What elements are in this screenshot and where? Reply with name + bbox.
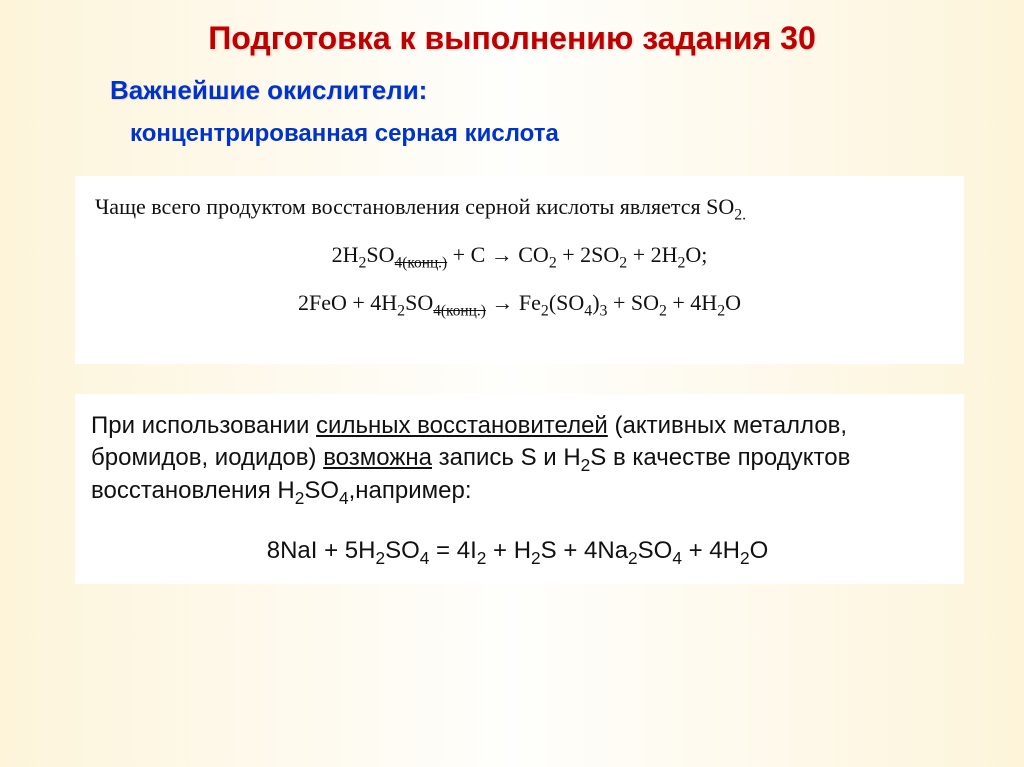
eq2-h: 4 — [584, 302, 592, 319]
eq1-d: 4(конц.) — [395, 254, 448, 271]
eq1-k: O; — [685, 242, 707, 267]
eq2-m: + 4H — [667, 290, 717, 315]
p1sub2: 2 — [295, 488, 305, 508]
eq1-f: 2 — [549, 254, 557, 271]
eq1-i: + 2H — [627, 242, 677, 267]
eq2-n: 2 — [717, 302, 725, 319]
eq2-o: O — [725, 290, 741, 315]
eq3-f: 2 — [477, 548, 487, 568]
eq3-n: 2 — [740, 548, 750, 568]
explanation-paragraph: При использовании сильных восстановителе… — [91, 410, 944, 507]
p1sub3: 4 — [339, 488, 349, 508]
eq1-c: SO — [366, 242, 394, 267]
slide-container: Подготовка к выполнению задания 30 Важне… — [0, 0, 1024, 767]
eq1-g: + 2SO — [557, 242, 620, 267]
explanation-box: При использовании сильных восстановителе… — [75, 394, 964, 584]
eq3-o: O — [750, 537, 769, 564]
p1sub1: 2 — [581, 455, 591, 475]
eq2-f: 2 — [541, 302, 549, 319]
eq2-i: ) — [592, 290, 599, 315]
eq3-a: 8NaI + 5H — [267, 537, 376, 564]
p1a: При использовании — [91, 412, 316, 439]
p1c: запись S и H — [432, 444, 581, 471]
eq1-e: + C → CO — [447, 242, 549, 267]
eq2-a: 2FeO + 4H — [298, 290, 397, 315]
p1f: ,например: — [349, 477, 472, 504]
equation-3: 8NaI + 5H2SO4 = 4I2 + H2S + 4Na2SO4 + 4H… — [91, 535, 944, 567]
p1e: SO — [304, 477, 339, 504]
eq3-j: 2 — [628, 548, 638, 568]
eq2-l: 2 — [659, 302, 667, 319]
eq3-e: = 4I — [429, 537, 476, 564]
eq2-e: → Fe — [486, 290, 541, 315]
eq3-l: 4 — [672, 548, 682, 568]
topic-label: концентрированная серная кислота — [130, 120, 1024, 148]
eq1-a: 2H — [332, 242, 359, 267]
eq2-d: 4(конц.) — [433, 302, 486, 319]
equation-1: 2H2SO4(конц.) + C → CO2 + 2SO2 + 2H2O; — [95, 242, 944, 268]
equations-box-1: Чаще всего продуктом восстановления серн… — [75, 176, 964, 364]
eq2-c: SO — [405, 290, 433, 315]
eq2-b: 2 — [397, 302, 405, 319]
eq3-g: + H — [486, 537, 531, 564]
eq3-d: 4 — [420, 548, 430, 568]
eq3-h: 2 — [531, 548, 541, 568]
intro-sub: 2. — [734, 206, 746, 223]
equation-2: 2FeO + 4H2SO4(конц.) → Fe2(SO4)3 + SO2 +… — [95, 290, 944, 316]
intro-text: Чаще всего продуктом восстановления серн… — [95, 194, 944, 220]
eq1-h: 2 — [619, 254, 627, 271]
eq3-k: SO — [638, 537, 673, 564]
p1u1: сильных восстановителей — [316, 412, 608, 439]
p1u2: возможна — [323, 444, 432, 471]
eq3-b: 2 — [375, 548, 385, 568]
eq3-i: S + 4Na — [541, 537, 628, 564]
page-title: Подготовка к выполнению задания 30 — [0, 20, 1024, 57]
subtitle: Важнейшие окислители: — [110, 75, 1024, 106]
eq3-m: + 4H — [682, 537, 740, 564]
eq3-c: SO — [385, 537, 420, 564]
eq2-k: + SO — [607, 290, 659, 315]
intro-prefix: Чаще всего продуктом восстановления серн… — [95, 194, 734, 219]
eq2-g: (SO — [549, 290, 584, 315]
